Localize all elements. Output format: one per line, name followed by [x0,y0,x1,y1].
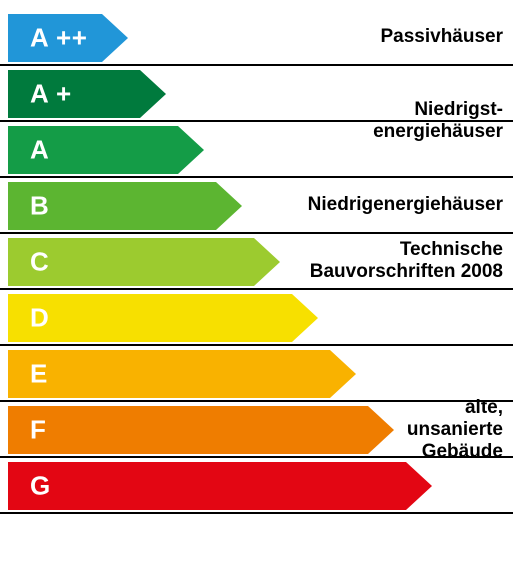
rating-bar [8,350,356,398]
rating-bar [8,294,318,342]
energy-rating-chart: A ++ Passivhäuser A +Niedrigst- energiehäu… [0,0,513,565]
rating-description: Niedrigenergiehäuser [308,194,503,216]
rating-description: Technische Bauvorschriften 2008 [310,239,503,283]
rating-row: B Niedrigenergiehäuser [0,178,513,234]
rating-row: F [0,402,513,458]
rating-row: Ealte, unsanierte Gebäude [0,346,513,402]
rating-bar [8,462,432,510]
rating-grade-label: A ++ [30,23,87,54]
rating-row: C Technische Bauvorschriften 2008 [0,234,513,290]
rating-row: D [0,290,513,346]
rating-description: Passivhäuser [380,26,503,48]
rating-grade-label: G [30,471,51,502]
rating-bar [8,406,394,454]
rating-grade-label: F [30,415,46,446]
rating-grade-label: A [30,135,49,166]
rating-grade-label: A + [30,79,72,110]
rating-grade-label: B [30,191,49,222]
rating-row: G [0,458,513,514]
rating-grade-label: E [30,359,48,390]
rating-grade-label: D [30,303,49,334]
rating-grade-label: C [30,247,49,278]
rating-row: A +Niedrigst- energiehäuser [0,66,513,122]
rating-row: A ++ Passivhäuser [0,10,513,66]
rating-row: A [0,122,513,178]
